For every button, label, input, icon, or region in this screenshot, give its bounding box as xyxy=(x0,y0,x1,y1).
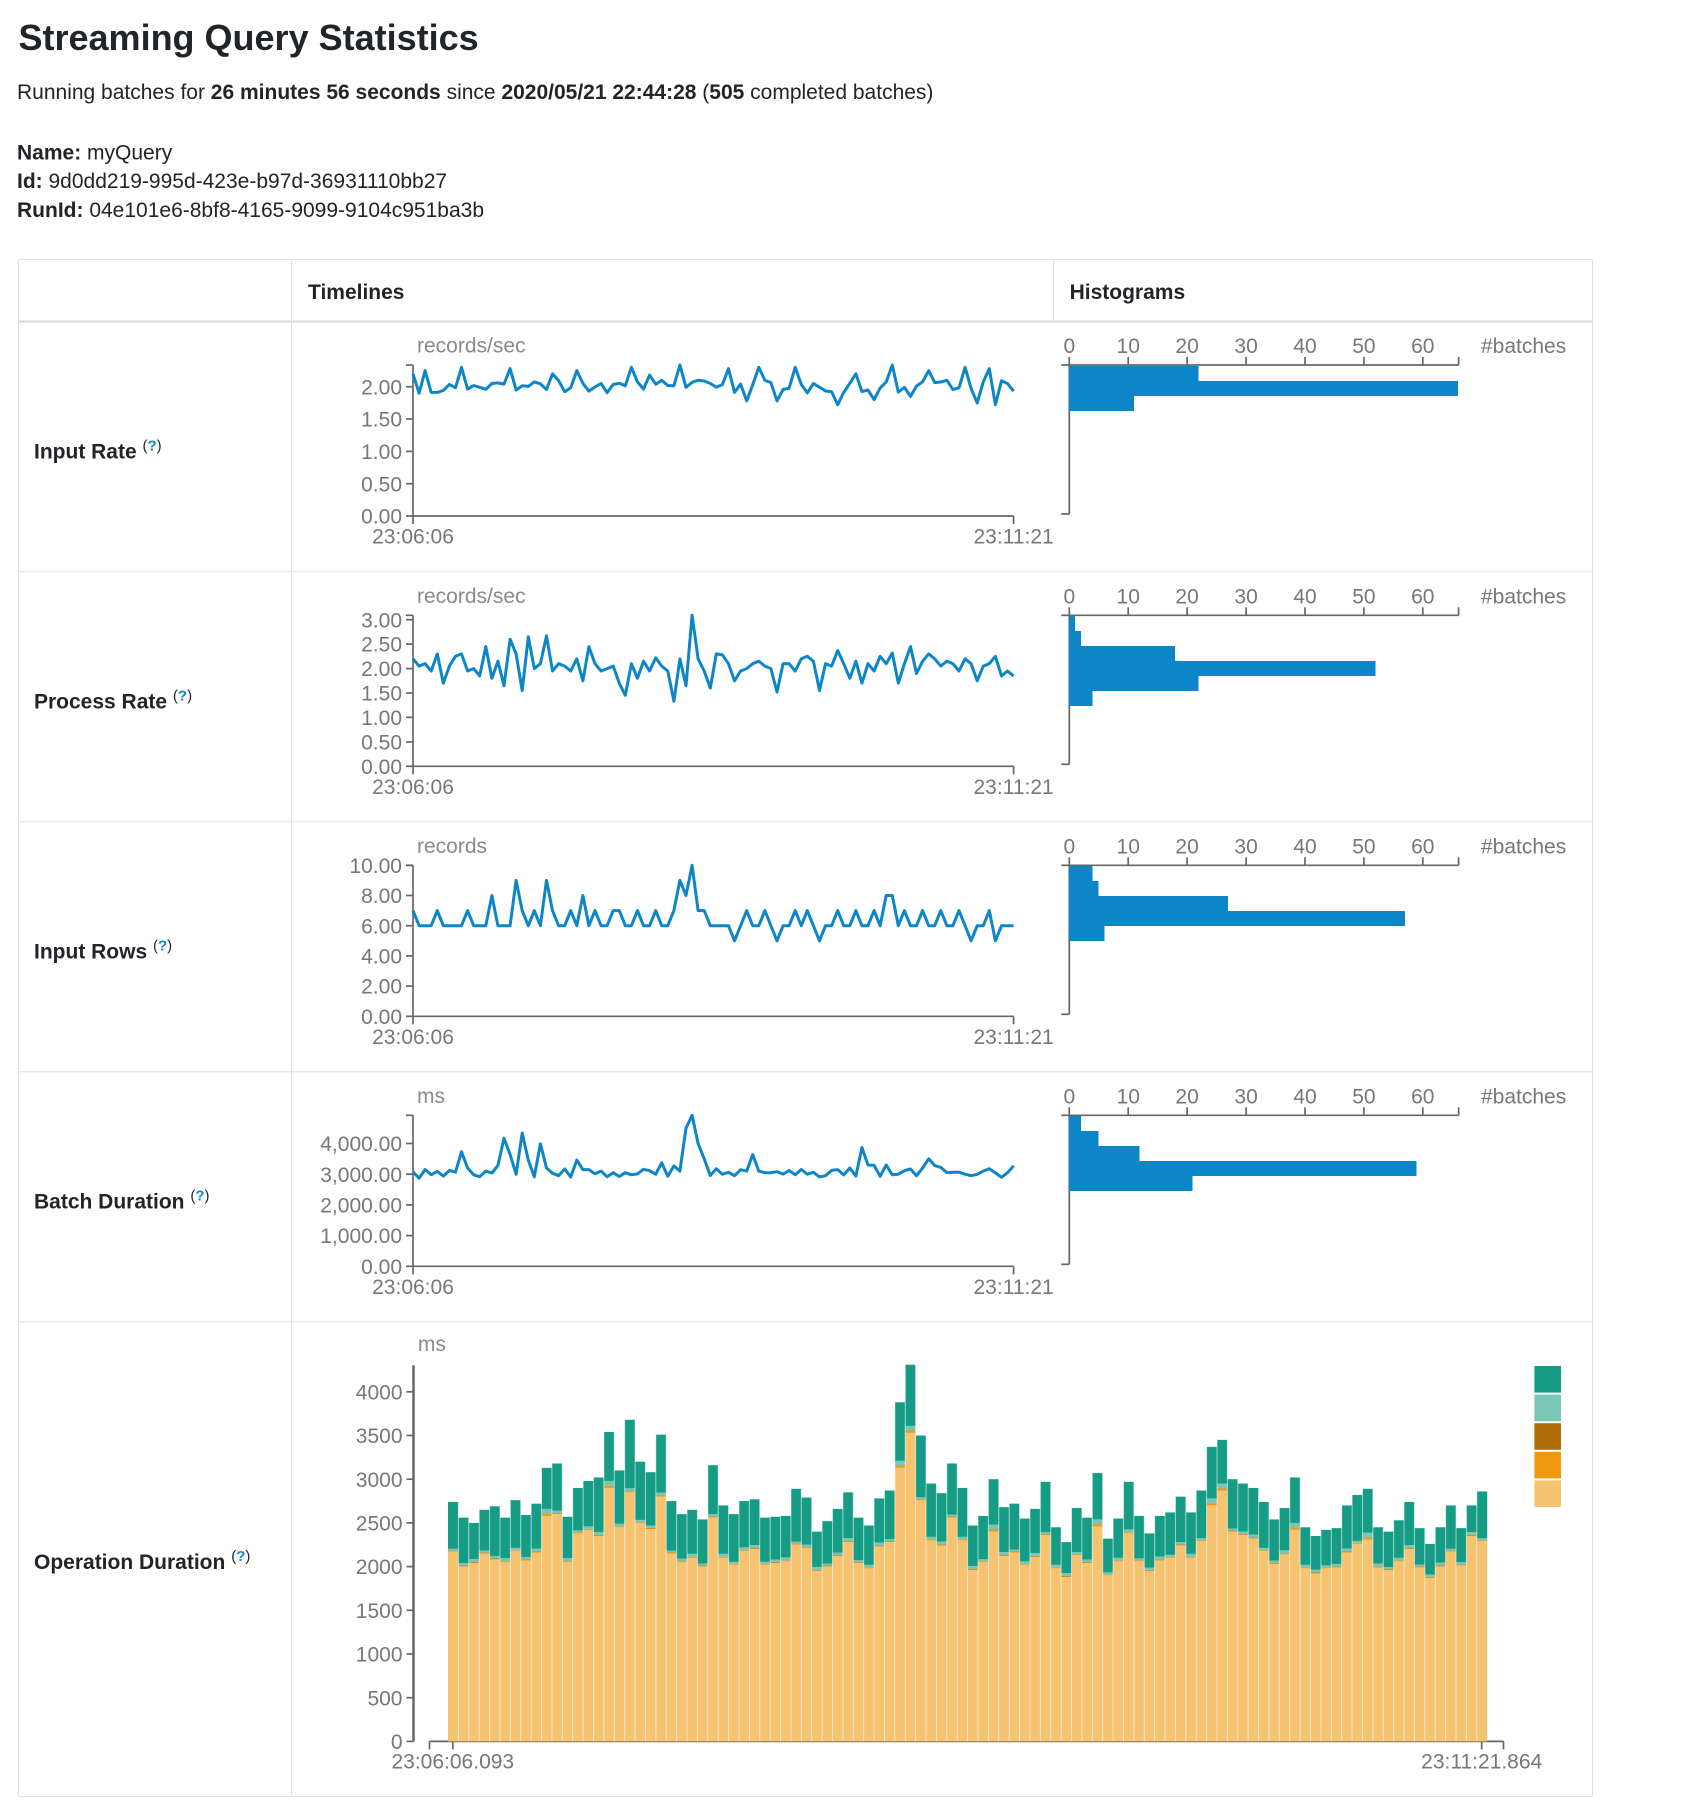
svg-text:20: 20 xyxy=(1175,835,1198,858)
svg-text:3000: 3000 xyxy=(356,1469,403,1492)
svg-text:0: 0 xyxy=(1063,585,1075,608)
svg-text:10: 10 xyxy=(1117,585,1140,608)
svg-text:1000: 1000 xyxy=(356,1644,403,1667)
svg-text:30: 30 xyxy=(1234,1085,1257,1108)
svg-text:0: 0 xyxy=(1063,835,1075,858)
svg-text:0: 0 xyxy=(391,1731,403,1754)
svg-text:Running batches for 26 minutes: Running batches for 26 minutes 56 second… xyxy=(17,81,933,104)
svg-text:60: 60 xyxy=(1411,335,1434,358)
svg-text:1.50: 1.50 xyxy=(361,683,402,706)
svg-text:30: 30 xyxy=(1234,335,1257,358)
svg-text:500: 500 xyxy=(367,1687,402,1710)
svg-text:Name: myQuery: Name: myQuery xyxy=(17,141,173,164)
svg-text:4000: 4000 xyxy=(356,1381,403,1404)
svg-text:records: records xyxy=(417,835,487,858)
svg-text:records/sec: records/sec xyxy=(417,335,526,358)
svg-text:0.00: 0.00 xyxy=(361,756,402,779)
svg-text:23:06:06: 23:06:06 xyxy=(372,1026,454,1049)
svg-text:23:11:21: 23:11:21 xyxy=(974,776,1054,799)
svg-text:records/sec: records/sec xyxy=(417,585,526,608)
svg-text:10: 10 xyxy=(1117,835,1140,858)
svg-text:Batch Duration (?): Batch Duration (?) xyxy=(34,1188,210,1214)
svg-text:2.00: 2.00 xyxy=(361,376,402,399)
svg-text:1.50: 1.50 xyxy=(361,409,402,432)
svg-text:0.00: 0.00 xyxy=(361,1006,402,1029)
svg-text:40: 40 xyxy=(1293,835,1316,858)
svg-text:Timelines: Timelines xyxy=(308,281,405,304)
svg-text:1.00: 1.00 xyxy=(361,707,402,730)
svg-text:23:11:21: 23:11:21 xyxy=(974,1276,1054,1299)
svg-text:50: 50 xyxy=(1352,585,1375,608)
svg-text:23:06:06: 23:06:06 xyxy=(372,776,454,799)
svg-text:Input Rate (?): Input Rate (?) xyxy=(34,438,162,464)
svg-text:23:11:21.864: 23:11:21.864 xyxy=(1421,1751,1542,1774)
svg-text:40: 40 xyxy=(1293,1085,1316,1108)
svg-text:Operation Duration (?): Operation Duration (?) xyxy=(34,1548,250,1574)
svg-text:60: 60 xyxy=(1411,835,1434,858)
svg-text:2500: 2500 xyxy=(356,1513,403,1536)
svg-text:0.50: 0.50 xyxy=(361,732,402,755)
svg-text:0.00: 0.00 xyxy=(361,1256,402,1279)
svg-text:Histograms: Histograms xyxy=(1070,281,1186,304)
svg-text:3500: 3500 xyxy=(356,1425,403,1448)
svg-text:#batches: #batches xyxy=(1481,335,1566,358)
svg-text:2.50: 2.50 xyxy=(361,634,402,657)
svg-text:60: 60 xyxy=(1411,585,1434,608)
svg-text:50: 50 xyxy=(1352,1085,1375,1108)
svg-text:50: 50 xyxy=(1352,335,1375,358)
svg-text:50: 50 xyxy=(1352,835,1375,858)
svg-text:40: 40 xyxy=(1293,335,1316,358)
svg-text:1,000.00: 1,000.00 xyxy=(320,1225,402,1248)
svg-text:6.00: 6.00 xyxy=(361,915,402,938)
svg-text:20: 20 xyxy=(1175,335,1198,358)
svg-text:#batches: #batches xyxy=(1481,585,1566,608)
svg-text:4,000.00: 4,000.00 xyxy=(320,1133,402,1156)
svg-text:Streaming Query Statistics: Streaming Query Statistics xyxy=(19,17,479,58)
svg-text:20: 20 xyxy=(1175,1085,1198,1108)
svg-text:ms: ms xyxy=(417,1085,445,1108)
svg-text:23:11:21: 23:11:21 xyxy=(974,526,1054,549)
svg-text:#batches: #batches xyxy=(1481,835,1566,858)
svg-text:23:06:06.093: 23:06:06.093 xyxy=(391,1751,514,1774)
svg-text:23:06:06: 23:06:06 xyxy=(372,526,454,549)
svg-text:20: 20 xyxy=(1175,585,1198,608)
svg-text:Input Rows (?): Input Rows (?) xyxy=(34,938,172,964)
svg-text:#batches: #batches xyxy=(1481,1085,1566,1108)
svg-text:60: 60 xyxy=(1411,1085,1434,1108)
svg-text:10: 10 xyxy=(1117,335,1140,358)
svg-text:10.00: 10.00 xyxy=(349,855,402,878)
svg-text:Process Rate (?): Process Rate (?) xyxy=(34,688,192,714)
svg-text:1.00: 1.00 xyxy=(361,441,402,464)
svg-text:3.00: 3.00 xyxy=(361,609,402,632)
svg-text:0: 0 xyxy=(1063,1085,1075,1108)
svg-text:Id: 9d0dd219-995d-423e-b97d-36: Id: 9d0dd219-995d-423e-b97d-36931110bb27 xyxy=(17,170,447,193)
svg-text:10: 10 xyxy=(1117,1085,1140,1108)
svg-text:40: 40 xyxy=(1293,585,1316,608)
svg-text:30: 30 xyxy=(1234,585,1257,608)
svg-text:2.00: 2.00 xyxy=(361,658,402,681)
svg-text:ms: ms xyxy=(418,1333,446,1356)
svg-text:4.00: 4.00 xyxy=(361,946,402,969)
svg-text:30: 30 xyxy=(1234,835,1257,858)
svg-text:0.50: 0.50 xyxy=(361,473,402,496)
svg-text:23:06:06: 23:06:06 xyxy=(372,1276,454,1299)
svg-text:1500: 1500 xyxy=(356,1600,403,1623)
svg-text:RunId: 04e101e6-8bf8-4165-9099: RunId: 04e101e6-8bf8-4165-9099-9104c951b… xyxy=(17,199,484,222)
svg-text:2,000.00: 2,000.00 xyxy=(320,1195,402,1218)
svg-text:2.00: 2.00 xyxy=(361,976,402,999)
svg-text:0.00: 0.00 xyxy=(361,506,402,529)
svg-text:8.00: 8.00 xyxy=(361,885,402,908)
svg-text:0: 0 xyxy=(1063,335,1075,358)
svg-text:3,000.00: 3,000.00 xyxy=(320,1164,402,1187)
svg-text:23:11:21: 23:11:21 xyxy=(974,1026,1054,1049)
svg-text:2000: 2000 xyxy=(356,1556,403,1579)
